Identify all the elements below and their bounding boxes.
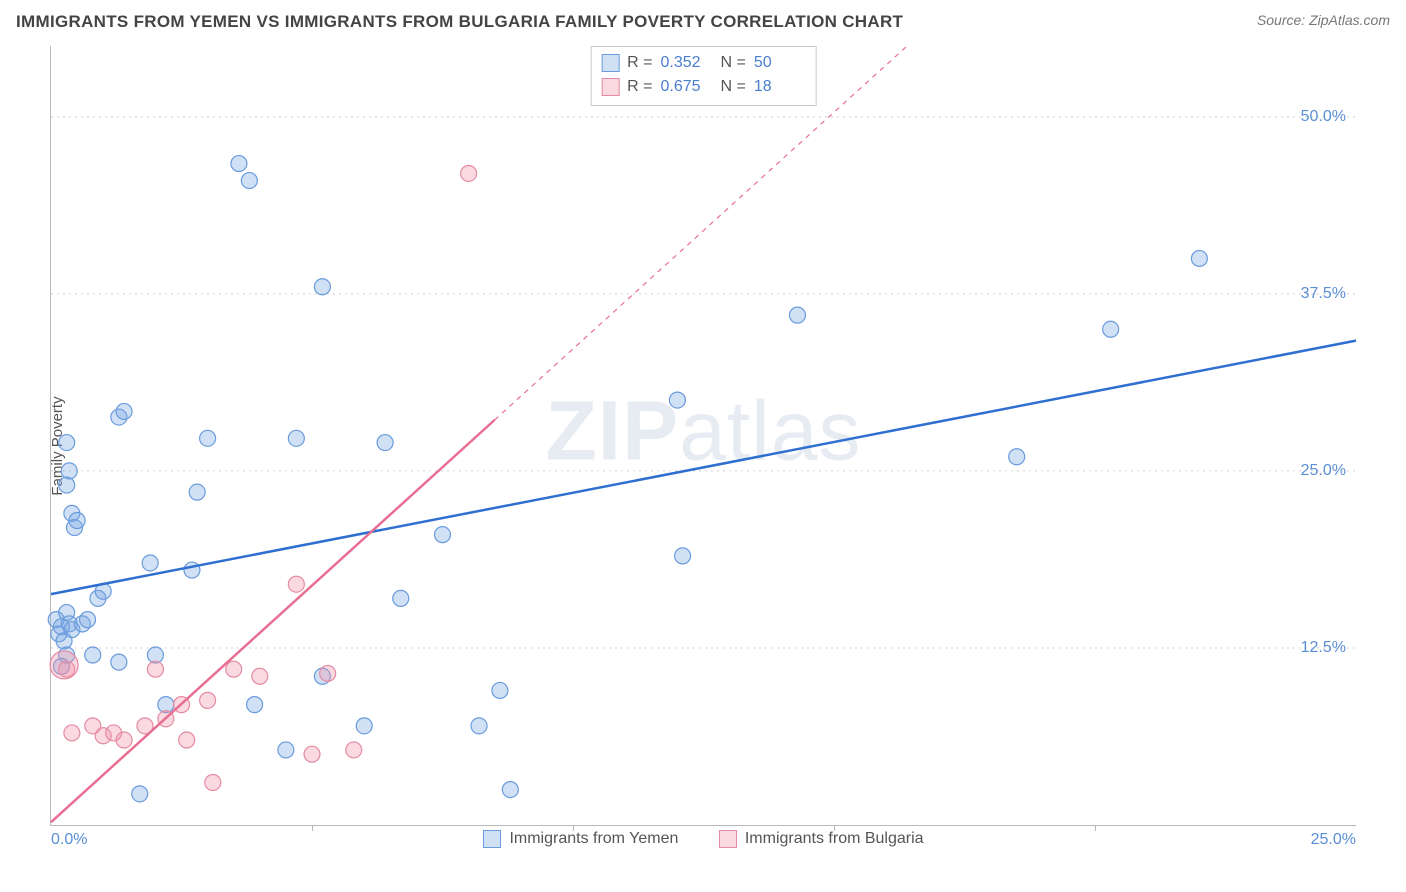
scatter-point-yemen [1009,449,1025,465]
scatter-point-yemen [1191,250,1207,266]
scatter-point-bulgaria [288,576,304,592]
r-value-yemen: 0.352 [661,51,713,75]
series-legend: Immigrants from Yemen Immigrants from Bu… [51,830,1356,853]
scatter-point-yemen [314,279,330,295]
legend-label-yemen: Immigrants from Yemen [509,830,678,848]
scatter-point-bulgaria [64,725,80,741]
x-tick-mark [573,825,574,831]
n-value-bulgaria: 18 [754,75,806,99]
scatter-point-yemen [471,718,487,734]
x-tick-mark [1095,825,1096,831]
scatter-point-yemen [669,392,685,408]
scatter-point-bulgaria [320,665,336,681]
scatter-point-yemen [356,718,372,734]
scatter-point-yemen [502,782,518,798]
legend-swatch-bulgaria-bottom [719,830,737,848]
x-tick-label: 25.0% [1311,831,1356,849]
legend-row-yemen: R = 0.352 N = 50 [601,51,806,75]
y-tick-label: 50.0% [1266,108,1346,126]
source-attribution: Source: ZipAtlas.com [1257,12,1390,28]
scatter-point-yemen [241,173,257,189]
chart-header: IMMIGRANTS FROM YEMEN VS IMMIGRANTS FROM… [16,12,1390,32]
correlation-legend-box: R = 0.352 N = 50 R = 0.675 N = 18 [590,46,817,106]
plot-area: ZIPatlas R = 0.352 N = 50 R = 0.675 N = … [50,46,1356,826]
scatter-point-yemen [231,156,247,172]
scatter-point-bulgaria [226,661,242,677]
legend-label-bulgaria: Immigrants from Bulgaria [745,830,924,848]
scatter-point-yemen [789,307,805,323]
r-label: R = [627,75,652,99]
scatter-point-yemen [675,548,691,564]
chart-title: IMMIGRANTS FROM YEMEN VS IMMIGRANTS FROM… [16,12,903,32]
scatter-point-bulgaria [304,746,320,762]
scatter-point-bulgaria [205,775,221,791]
scatter-point-bulgaria [461,165,477,181]
legend-item-bulgaria: Immigrants from Bulgaria [719,830,924,848]
scatter-point-yemen [69,512,85,528]
scatter-point-yemen [59,477,75,493]
scatter-point-yemen [59,435,75,451]
scatter-point-yemen [288,430,304,446]
n-label: N = [721,51,746,75]
scatter-point-yemen [61,463,77,479]
scatter-point-yemen [435,527,451,543]
scatter-point-bulgaria [252,668,268,684]
trend-line-bulgaria-solid [51,420,495,822]
scatter-point-yemen [80,612,96,628]
scatter-point-bulgaria [346,742,362,758]
trend-line-yemen [51,341,1356,595]
legend-swatch-bulgaria [601,78,619,96]
scatter-point-bulgaria [179,732,195,748]
n-value-yemen: 50 [754,51,806,75]
scatter-point-yemen [200,430,216,446]
scatter-point-bulgaria-large [50,651,78,679]
n-label: N = [721,75,746,99]
scatter-point-yemen [189,484,205,500]
x-tick-label: 0.0% [51,831,87,849]
y-tick-label: 37.5% [1266,285,1346,303]
scatter-point-bulgaria [147,661,163,677]
r-label: R = [627,51,652,75]
scatter-point-yemen [142,555,158,571]
y-tick-label: 25.0% [1266,462,1346,480]
legend-item-yemen: Immigrants from Yemen [483,830,678,848]
y-tick-label: 12.5% [1266,639,1346,657]
scatter-point-yemen [247,697,263,713]
scatter-point-yemen [111,654,127,670]
scatter-chart-svg [51,46,1356,825]
legend-row-bulgaria: R = 0.675 N = 18 [601,75,806,99]
scatter-point-bulgaria [200,692,216,708]
scatter-point-yemen [393,590,409,606]
x-tick-mark [312,825,313,831]
scatter-point-yemen [85,647,101,663]
scatter-point-yemen [492,682,508,698]
scatter-point-yemen [278,742,294,758]
scatter-point-yemen [377,435,393,451]
scatter-point-yemen [116,403,132,419]
scatter-point-bulgaria [116,732,132,748]
scatter-point-yemen [1103,321,1119,337]
x-tick-mark [834,825,835,831]
r-value-bulgaria: 0.675 [661,75,713,99]
scatter-point-yemen [132,786,148,802]
legend-swatch-yemen [601,54,619,72]
legend-swatch-yemen-bottom [483,830,501,848]
